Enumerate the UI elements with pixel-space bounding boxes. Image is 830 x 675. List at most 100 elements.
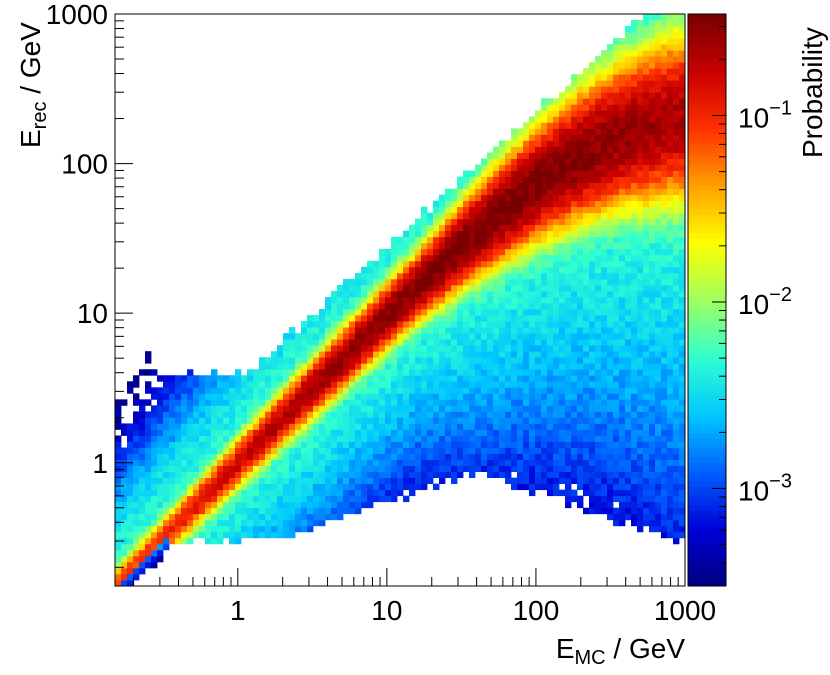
heatmap-cell	[571, 369, 578, 376]
heatmap-cell	[127, 567, 134, 575]
heatmap-cell	[649, 68, 656, 75]
heatmap-cell	[589, 74, 596, 81]
heatmap-cell	[121, 567, 128, 575]
heatmap-cell	[445, 290, 452, 298]
heatmap-cell	[553, 393, 560, 400]
heatmap-cell	[259, 525, 266, 533]
heatmap-cell	[409, 321, 416, 328]
heatmap-cell	[667, 417, 674, 424]
heatmap-cell	[451, 230, 458, 238]
heatmap-cell	[331, 393, 338, 400]
heatmap-cell	[565, 465, 572, 472]
heatmap-cell	[397, 429, 404, 436]
heatmap-cell	[511, 417, 518, 424]
heatmap-cell	[133, 525, 140, 533]
heatmap-cell	[457, 188, 464, 196]
heatmap-cell	[331, 357, 338, 364]
heatmap-cell	[619, 170, 626, 177]
heatmap-cell	[583, 152, 590, 159]
heatmap-cell	[439, 441, 446, 448]
heatmap-cell	[571, 411, 578, 418]
heatmap-cell	[571, 152, 578, 159]
heatmap-cell	[295, 507, 302, 515]
heatmap-cell	[655, 74, 662, 81]
heatmap-cell	[151, 417, 158, 424]
heatmap-cell	[619, 327, 626, 334]
heatmap-cell	[283, 369, 290, 376]
heatmap-cell	[421, 429, 428, 436]
heatmap-cell	[619, 62, 626, 69]
heatmap-cell	[169, 399, 176, 406]
heatmap-cell	[385, 278, 392, 286]
heatmap-cell	[499, 459, 506, 466]
heatmap-cell	[487, 417, 494, 424]
heatmap-cell	[571, 200, 578, 208]
heatmap-cell	[577, 345, 584, 352]
heatmap-cell	[571, 387, 578, 394]
heatmap-cell	[643, 477, 650, 485]
heatmap-cell	[571, 248, 578, 256]
heatmap-cell	[337, 423, 344, 430]
heatmap-cell	[661, 20, 668, 27]
heatmap-cell	[247, 417, 254, 424]
colorbar-swatch	[688, 581, 726, 587]
heatmap-cell	[673, 20, 680, 27]
heatmap-cell	[643, 513, 650, 521]
heatmap-cell	[673, 206, 680, 214]
heatmap-cell	[613, 188, 620, 196]
heatmap-cell	[601, 260, 608, 268]
heatmap-cell	[607, 345, 614, 352]
heatmap-cell	[493, 351, 500, 358]
heatmap-cell	[391, 495, 398, 503]
heatmap-cell	[397, 363, 404, 370]
heatmap-cell	[463, 272, 470, 280]
heatmap-cell	[529, 254, 536, 262]
heatmap-cell	[661, 188, 668, 196]
colorbar-swatch	[688, 528, 726, 535]
heatmap-cell	[643, 116, 650, 123]
heatmap-cell	[349, 381, 356, 388]
heatmap-cell	[115, 471, 122, 479]
heatmap-cell	[313, 489, 320, 497]
heatmap-cell	[517, 194, 524, 202]
heatmap-cell	[631, 284, 638, 292]
heatmap-cell	[643, 110, 650, 117]
heatmap-cell	[265, 387, 272, 394]
colorbar-swatch	[688, 495, 726, 501]
heatmap-cell	[517, 254, 524, 262]
heatmap-cell	[325, 483, 332, 491]
heatmap-cell	[589, 62, 596, 69]
heatmap-cell	[253, 531, 260, 539]
heatmap-cell	[541, 399, 548, 406]
heatmap-cell	[127, 519, 134, 527]
heatmap-cell	[517, 321, 524, 328]
heatmap-cell	[571, 254, 578, 262]
heatmap-cell	[445, 369, 452, 376]
heatmap-cell	[613, 68, 620, 75]
heatmap-cell	[121, 471, 128, 479]
heatmap-cell	[667, 351, 674, 358]
heatmap-cell	[445, 465, 452, 472]
heatmap-cell	[205, 399, 212, 406]
heatmap-cell	[589, 447, 596, 454]
heatmap-cell	[289, 327, 296, 334]
heatmap-cell	[553, 303, 560, 310]
heatmap-cell	[319, 387, 326, 394]
heatmap-cell	[151, 561, 158, 569]
heatmap-cell	[163, 501, 170, 509]
heatmap-cell	[619, 471, 626, 479]
heatmap-cell	[295, 345, 302, 352]
heatmap-cell	[601, 441, 608, 448]
heatmap-cell	[505, 465, 512, 472]
heatmap-cell	[667, 122, 674, 129]
heatmap-cell	[361, 296, 368, 304]
heatmap-cell	[421, 224, 428, 232]
heatmap-cell	[145, 531, 152, 539]
heatmap-cell	[637, 128, 644, 135]
heatmap-cell	[325, 296, 332, 304]
heatmap-cell	[391, 453, 398, 460]
heatmap-cell	[613, 483, 620, 491]
heatmap-cell	[625, 278, 632, 286]
heatmap-cell	[289, 477, 296, 485]
heatmap-cell	[547, 158, 554, 165]
